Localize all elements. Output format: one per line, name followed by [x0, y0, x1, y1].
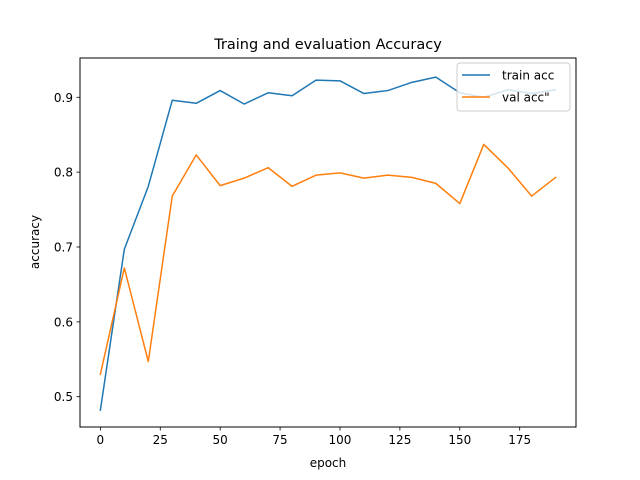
plot-area	[80, 58, 576, 427]
y-tick-label: 0.9	[54, 91, 73, 105]
x-tick-label: 175	[508, 433, 531, 447]
x-tick-label: 50	[213, 433, 228, 447]
x-axis: 0 25 50 75 100 125 150 175	[97, 427, 531, 447]
chart-title: Traing and evaluation Accuracy	[213, 37, 442, 53]
legend-label-2: val acc"	[502, 91, 550, 105]
y-tick-label: 0.5	[54, 390, 73, 404]
y-tick-label: 0.8	[54, 166, 73, 180]
x-axis-label: epoch	[310, 456, 347, 470]
legend: train acc val acc"	[456, 62, 571, 112]
x-tick-label: 150	[448, 433, 471, 447]
y-axis-label: accuracy	[28, 215, 42, 269]
x-tick-label: 125	[388, 433, 411, 447]
y-tick-label: 0.7	[54, 240, 73, 254]
x-tick-label: 100	[329, 433, 352, 447]
series-line-2	[99, 143, 557, 376]
legend-label-1: train acc	[502, 69, 554, 83]
y-tick-label: 0.6	[54, 315, 73, 329]
y-axis: 0.5 0.6 0.7 0.8 0.9	[54, 91, 80, 404]
x-tick-label: 75	[272, 433, 287, 447]
x-tick-label: 0	[97, 433, 105, 447]
plot-frame	[79, 57, 577, 428]
x-tick-label: 25	[153, 433, 168, 447]
